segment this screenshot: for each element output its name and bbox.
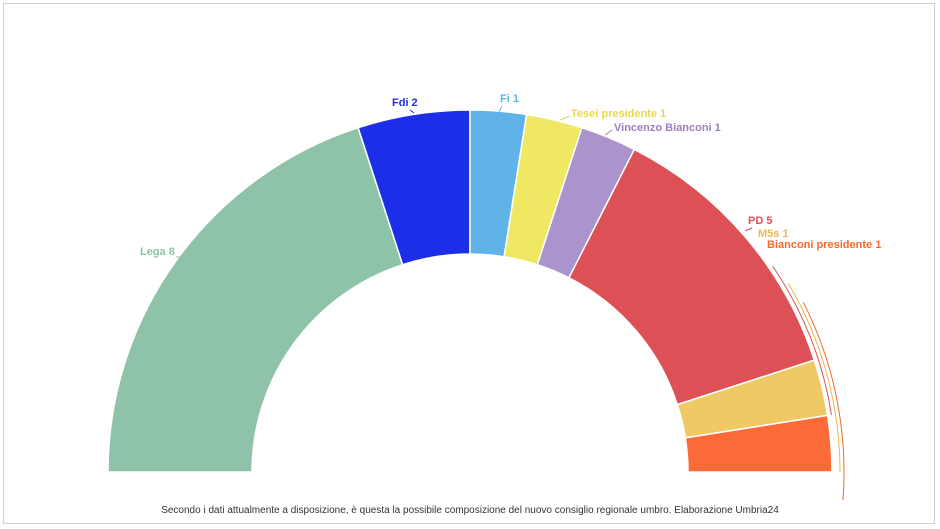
label-vincenzo-bianconi: Vincenzo Bianconi 1 [614,122,721,134]
leader-fdi [409,109,415,114]
label-bianconi-presidente: Bianconi presidente 1 [767,239,881,251]
slice-lega[interactable] [107,126,404,473]
label-fi: Fi 1 [500,93,519,105]
label-fdi: Fdi 2 [392,97,418,109]
leader-vincenzo-bianconi [604,129,613,136]
bracket-bianconi-presidente [802,301,845,500]
label-tesei-presidente: Tesei presidente 1 [571,108,666,120]
parliament-chart: Lega 8 Fdi 2 Fi 1 Tesei presidente 1 Vincenz… [107,93,881,500]
label-m5s: M5s 1 [758,228,789,240]
label-pd: PD 5 [748,215,772,227]
bracket-pd [772,265,832,415]
leader-fi [498,105,503,113]
slice-bianconi-presidente[interactable] [684,414,833,473]
label-lega: Lega 8 [140,246,175,258]
leader-pd [744,227,753,232]
leader-tesei-presidente [559,115,571,121]
bracket-m5s [788,283,841,473]
chart-caption: Secondo i dati attualmente a disposizion… [161,505,779,516]
